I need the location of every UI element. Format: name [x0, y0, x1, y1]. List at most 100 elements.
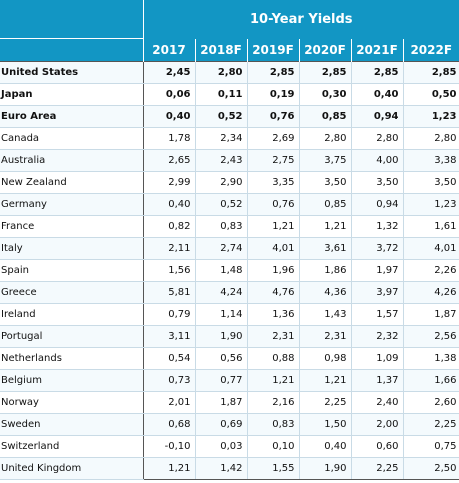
- yield-value-2018f: 1,87: [194, 391, 247, 414]
- yield-value-2021f: 2,00: [350, 413, 403, 436]
- yield-value-2019f: 3,35: [246, 171, 299, 194]
- yield-value-2019f: 2,75: [246, 149, 299, 172]
- table-row: Switzerland -0,10 0,03 0,10 0,40 0,60 0,75: [0, 435, 459, 458]
- yield-value-2017: 0,40: [142, 193, 195, 216]
- yield-value-2019f: 1,21: [246, 215, 299, 238]
- yield-value-2021f: 0,60: [350, 435, 403, 458]
- yield-value-2017: 0,68: [142, 413, 195, 436]
- yield-value-2017: 1,21: [142, 457, 195, 480]
- table-row: Ireland 0,79 1,14 1,36 1,43 1,57 1,87: [0, 303, 459, 326]
- country-name: Australia: [0, 149, 143, 172]
- yield-value-2020f: 0,98: [298, 347, 351, 370]
- yield-value-2021f: 2,80: [350, 127, 403, 150]
- yield-value-2019f: 4,76: [246, 281, 299, 304]
- table-title: 10-Year Yields: [142, 0, 459, 39]
- yield-value-2021f: 3,50: [350, 171, 403, 194]
- yield-value-2022f: 2,25: [402, 413, 459, 436]
- country-name: United States: [0, 61, 143, 84]
- column-header-2019f: 2019F: [246, 38, 299, 62]
- table-row: Portugal 3,11 1,90 2,31 2,31 2,32 2,56: [0, 325, 459, 348]
- yield-value-2020f: 1,21: [298, 369, 351, 392]
- country-name: Netherlands: [0, 347, 143, 370]
- yield-value-2020f: 3,61: [298, 237, 351, 260]
- title-row: 10-Year Yields: [0, 0, 459, 39]
- yield-value-2019f: 2,31: [246, 325, 299, 348]
- yield-value-2017: 1,56: [142, 259, 195, 282]
- country-name: Ireland: [0, 303, 143, 326]
- yield-value-2017: 2,99: [142, 171, 195, 194]
- yield-value-2017: 2,01: [142, 391, 195, 414]
- yield-value-2019f: 0,88: [246, 347, 299, 370]
- table-row: Germany 0,40 0,52 0,76 0,85 0,94 1,23: [0, 193, 459, 216]
- country-name: Belgium: [0, 369, 143, 392]
- yield-value-2022f: 4,26: [402, 281, 459, 304]
- column-header-2022f: 2022F: [402, 38, 459, 62]
- yield-value-2021f: 2,40: [350, 391, 403, 414]
- yield-value-2022f: 1,66: [402, 369, 459, 392]
- yield-value-2017: 2,11: [142, 237, 195, 260]
- yield-value-2018f: 0,11: [194, 83, 247, 106]
- yield-value-2017: 1,78: [142, 127, 195, 150]
- yield-value-2020f: 3,75: [298, 149, 351, 172]
- table-row: Australia 2,65 2,43 2,75 3,75 4,00 3,38: [0, 149, 459, 172]
- column-header-2017: 2017: [142, 38, 195, 62]
- yield-value-2020f: 2,80: [298, 127, 351, 150]
- yield-value-2019f: 1,96: [246, 259, 299, 282]
- table-row: Japan 0,06 0,11 0,19 0,30 0,40 0,50: [0, 83, 459, 106]
- column-header-2018f: 2018F: [194, 38, 247, 62]
- yield-value-2018f: 0,52: [194, 105, 247, 128]
- yield-value-2022f: 0,75: [402, 435, 459, 458]
- country-name: Japan: [0, 83, 143, 106]
- country-name: Spain: [0, 259, 143, 282]
- yield-value-2019f: 0,76: [246, 193, 299, 216]
- table-row: Canada 1,78 2,34 2,69 2,80 2,80 2,80: [0, 127, 459, 150]
- yield-value-2017: 2,65: [142, 149, 195, 172]
- yield-value-2020f: 2,25: [298, 391, 351, 414]
- country-name: United Kingdom: [0, 457, 143, 480]
- yield-value-2021f: 1,97: [350, 259, 403, 282]
- yield-value-2018f: 1,14: [194, 303, 247, 326]
- yield-value-2019f: 2,16: [246, 391, 299, 414]
- yield-value-2022f: 1,23: [402, 105, 459, 128]
- yield-value-2018f: 2,34: [194, 127, 247, 150]
- yield-value-2018f: 0,77: [194, 369, 247, 392]
- country-name: Italy: [0, 237, 143, 260]
- yield-value-2019f: 0,19: [246, 83, 299, 106]
- table-row: New Zealand 2,99 2,90 3,35 3,50 3,50 3,50: [0, 171, 459, 194]
- yield-value-2018f: 1,90: [194, 325, 247, 348]
- yield-value-2022f: 1,38: [402, 347, 459, 370]
- yield-value-2018f: 0,83: [194, 215, 247, 238]
- yield-value-2019f: 1,55: [246, 457, 299, 480]
- yield-value-2019f: 0,83: [246, 413, 299, 436]
- country-name: New Zealand: [0, 171, 143, 194]
- yield-value-2018f: 2,80: [194, 61, 247, 84]
- yield-value-2022f: 3,38: [402, 149, 459, 172]
- table-row: Norway 2,01 1,87 2,16 2,25 2,40 2,60: [0, 391, 459, 414]
- table-row: United States 2,45 2,80 2,85 2,85 2,85 2,85: [0, 61, 459, 84]
- yield-value-2019f: 1,36: [246, 303, 299, 326]
- yield-value-2017: 0,40: [142, 105, 195, 128]
- yield-value-2022f: 2,60: [402, 391, 459, 414]
- yield-value-2021f: 4,00: [350, 149, 403, 172]
- yield-value-2022f: 3,50: [402, 171, 459, 194]
- column-header-row: 2017 2018F 2019F 2020F 2021F 2022F: [0, 38, 459, 62]
- yield-value-2022f: 2,80: [402, 127, 459, 150]
- yield-value-2018f: 0,69: [194, 413, 247, 436]
- yield-value-2021f: 2,32: [350, 325, 403, 348]
- yield-value-2021f: 1,32: [350, 215, 403, 238]
- table-row: Belgium 0,73 0,77 1,21 1,21 1,37 1,66: [0, 369, 459, 392]
- yield-value-2020f: 1,86: [298, 259, 351, 282]
- yield-value-2022f: 1,23: [402, 193, 459, 216]
- yield-value-2018f: 2,74: [194, 237, 247, 260]
- yield-value-2020f: 4,36: [298, 281, 351, 304]
- yield-value-2019f: 0,76: [246, 105, 299, 128]
- yield-value-2021f: 3,97: [350, 281, 403, 304]
- yield-value-2020f: 1,90: [298, 457, 351, 480]
- yield-value-2017: 3,11: [142, 325, 195, 348]
- yield-value-2021f: 1,57: [350, 303, 403, 326]
- yield-value-2020f: 0,30: [298, 83, 351, 106]
- country-name: Switzerland: [0, 435, 143, 458]
- yield-value-2019f: 1,21: [246, 369, 299, 392]
- yield-value-2018f: 2,90: [194, 171, 247, 194]
- yield-value-2019f: 2,85: [246, 61, 299, 84]
